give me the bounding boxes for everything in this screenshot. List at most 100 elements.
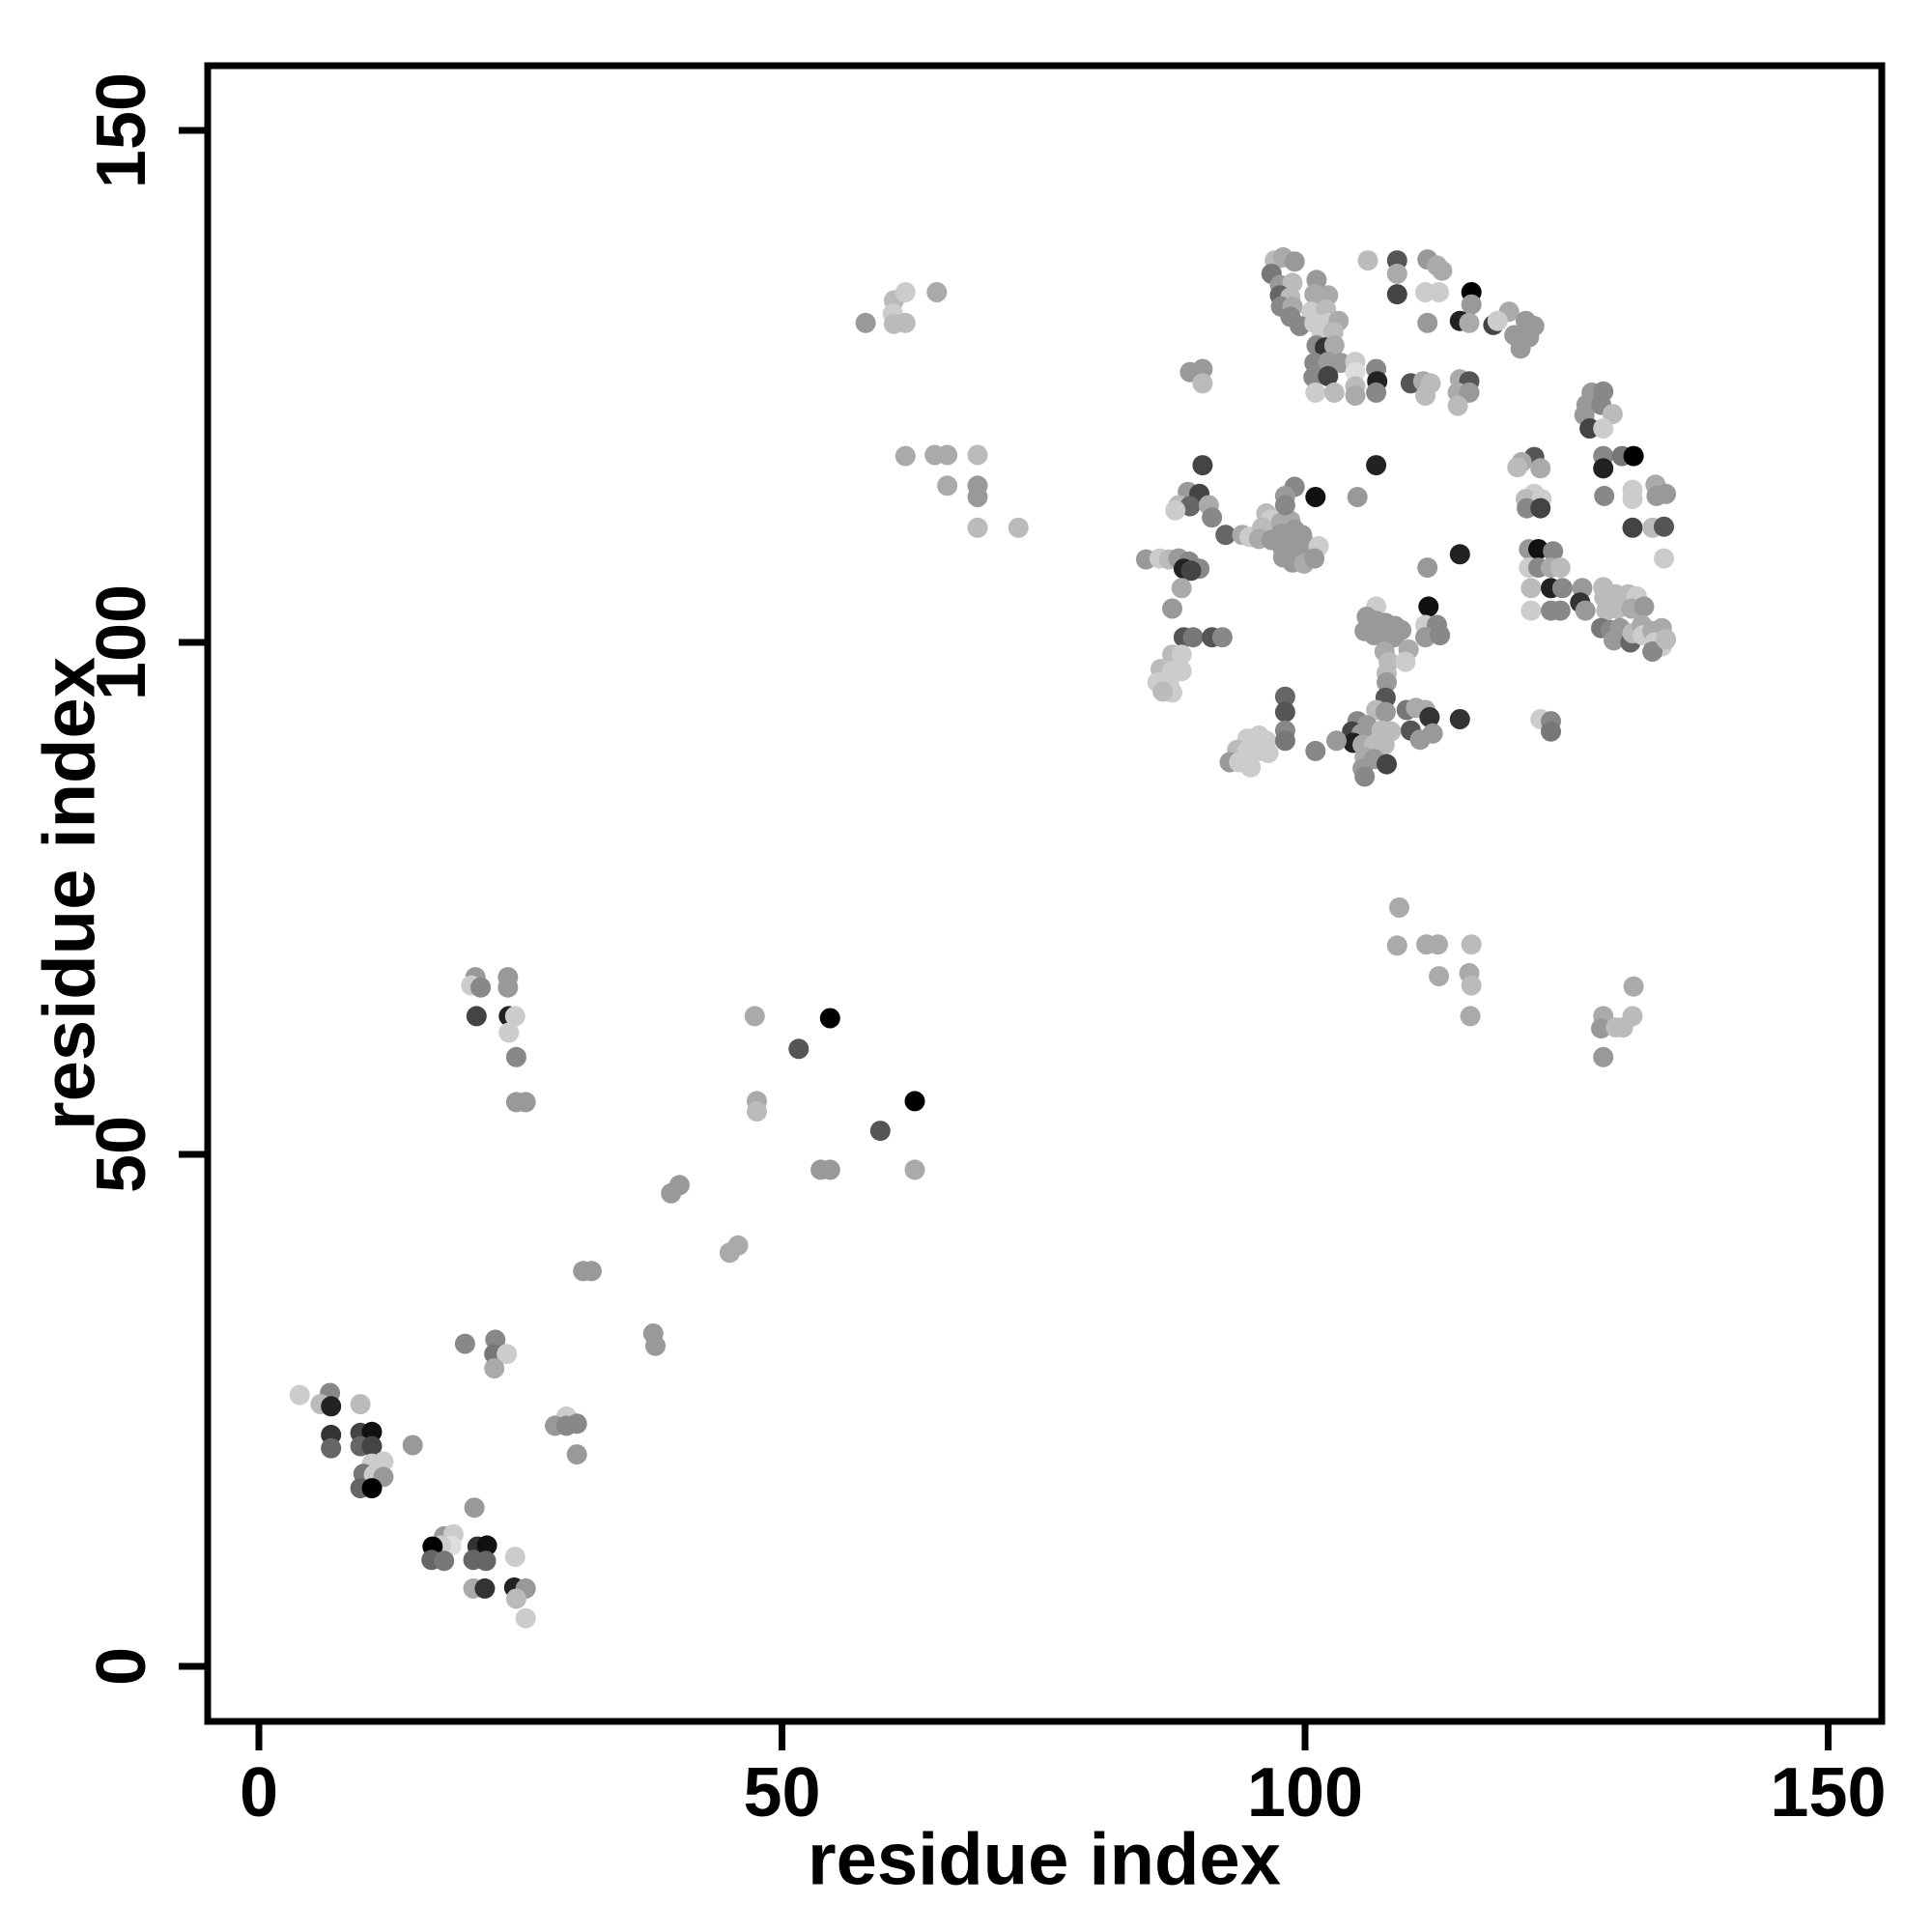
data-point <box>1520 600 1542 621</box>
data-point <box>1622 489 1643 510</box>
data-point <box>1326 730 1347 752</box>
y-tick-label: 0 <box>83 1647 160 1686</box>
data-point <box>1593 1046 1614 1067</box>
data-point <box>1152 681 1174 702</box>
x-tick-label: 100 <box>1247 1754 1363 1832</box>
data-point <box>1274 686 1295 707</box>
data-point <box>1417 557 1438 579</box>
data-point <box>1656 629 1677 650</box>
data-point <box>668 1175 690 1196</box>
data-point <box>967 444 988 466</box>
data-point <box>645 1335 666 1356</box>
data-point <box>1165 499 1186 521</box>
data-point <box>1459 312 1480 333</box>
data-point <box>1551 578 1573 599</box>
data-point <box>1419 706 1440 727</box>
data-point <box>1428 934 1448 955</box>
data-point <box>788 1038 810 1060</box>
data-point <box>727 1235 749 1256</box>
data-point <box>967 517 988 538</box>
data-point <box>1602 404 1623 425</box>
data-point <box>1386 935 1407 956</box>
data-point <box>1460 1006 1481 1027</box>
data-point <box>1171 661 1192 682</box>
y-tick-label: 100 <box>83 584 160 700</box>
data-point <box>1375 701 1396 723</box>
data-point <box>747 1101 767 1122</box>
y-tick-label: 50 <box>83 1116 160 1193</box>
data-point <box>1430 625 1451 646</box>
data-point <box>515 1092 536 1113</box>
data-point <box>1549 557 1571 579</box>
data-point <box>498 1022 520 1043</box>
data-point <box>1623 976 1644 997</box>
data-point <box>895 312 916 333</box>
data-point <box>581 1261 602 1282</box>
data-point <box>1543 541 1564 562</box>
data-point <box>1541 721 1561 742</box>
data-point <box>1354 766 1376 787</box>
data-point <box>904 1091 925 1112</box>
data-point <box>1461 975 1482 996</box>
data-point <box>1417 312 1438 333</box>
data-point <box>1386 284 1407 305</box>
data-point <box>1274 701 1295 723</box>
data-point <box>1323 382 1345 403</box>
data-point <box>1591 1018 1611 1039</box>
data-point <box>1272 547 1293 568</box>
data-point <box>1162 598 1182 619</box>
data-point <box>566 1413 587 1435</box>
data-point <box>1449 544 1470 565</box>
data-point <box>1171 644 1192 666</box>
data-point <box>504 1547 526 1568</box>
data-point <box>515 1607 536 1629</box>
data-point <box>855 312 876 333</box>
y-tick-label: 150 <box>83 72 160 188</box>
data-point <box>1429 966 1450 987</box>
data-point <box>1347 487 1368 507</box>
data-point <box>1449 709 1470 729</box>
data-point <box>1391 619 1412 640</box>
data-point <box>476 1535 497 1556</box>
data-point <box>926 282 948 302</box>
data-point <box>967 487 988 507</box>
data-point <box>1240 756 1262 778</box>
data-point <box>350 1394 371 1415</box>
data-point <box>1330 353 1351 374</box>
data-point <box>1366 382 1387 403</box>
data-point <box>1447 395 1468 416</box>
data-point <box>1305 382 1326 403</box>
data-point <box>1180 560 1202 582</box>
data-point <box>1422 723 1443 744</box>
data-point <box>466 1006 487 1027</box>
data-point <box>937 475 958 497</box>
data-point <box>1345 385 1366 406</box>
data-point <box>1202 507 1223 528</box>
data-point <box>475 1550 497 1572</box>
data-point <box>566 1444 587 1465</box>
data-point <box>1604 630 1624 651</box>
data-point <box>434 1550 455 1572</box>
data-point <box>1510 338 1531 359</box>
data-point <box>505 1046 526 1067</box>
data-point <box>361 1421 383 1442</box>
data-point <box>895 282 916 302</box>
data-point <box>1623 445 1644 467</box>
data-point <box>289 1384 310 1406</box>
data-point <box>1507 457 1528 478</box>
data-point <box>1303 367 1324 387</box>
data-point <box>402 1435 423 1456</box>
data-point <box>1192 373 1213 394</box>
x-axis-title: residue index <box>808 1818 1281 1901</box>
data-point <box>1182 627 1204 648</box>
data-point <box>1594 485 1615 506</box>
data-point <box>1593 458 1614 479</box>
data-point <box>1374 734 1395 755</box>
data-point <box>1284 251 1305 272</box>
data-point <box>321 1396 342 1417</box>
data-point <box>1192 358 1213 380</box>
data-point <box>869 1121 891 1142</box>
data-point <box>1318 365 1339 386</box>
data-point <box>321 1437 342 1459</box>
